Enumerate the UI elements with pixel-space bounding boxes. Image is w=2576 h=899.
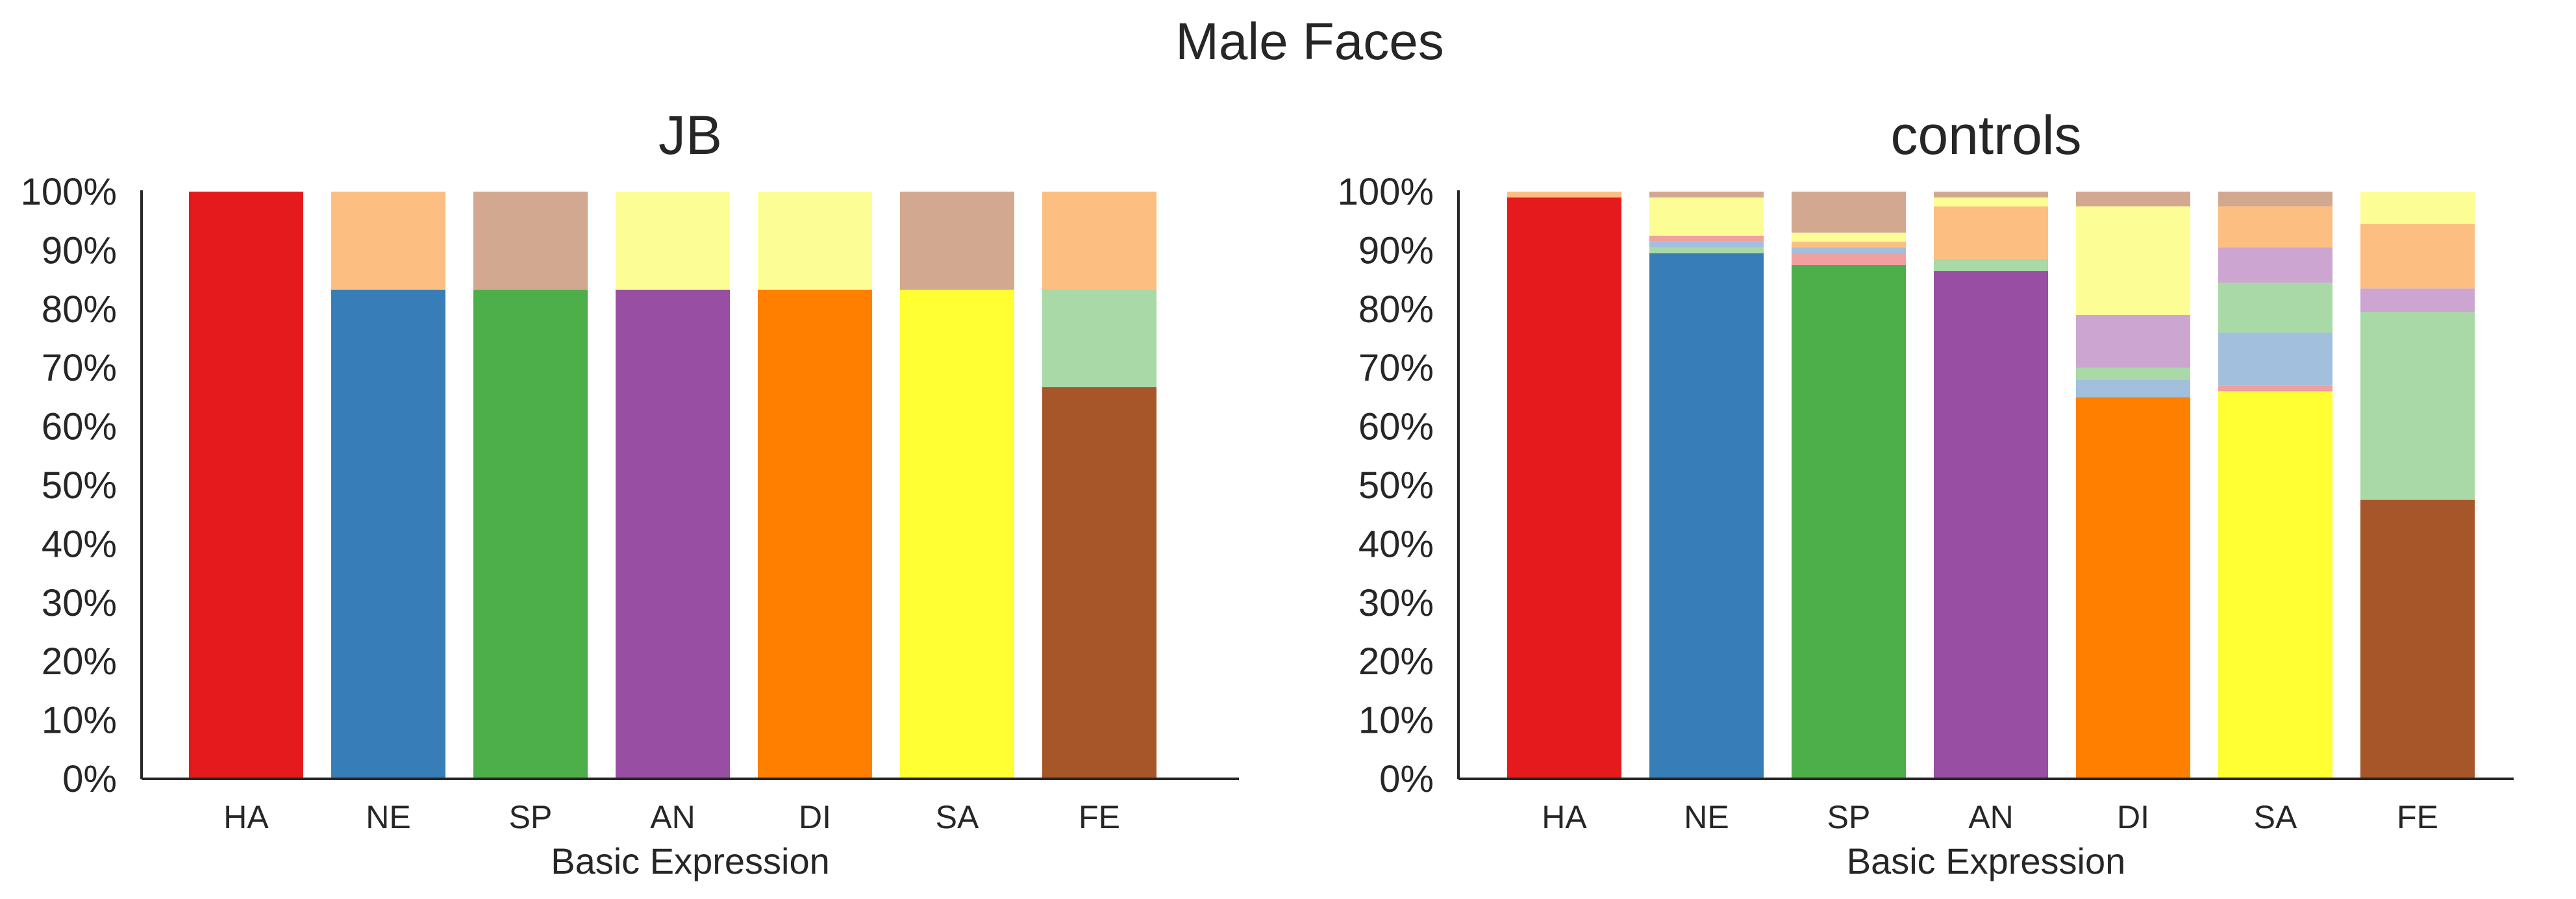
y-tick-label: 50%	[42, 464, 117, 507]
bar-segment-ne-0	[1649, 253, 1764, 779]
y-tick-label: 40%	[42, 523, 117, 565]
y-tick-label: 30%	[42, 582, 117, 624]
bar-segment-ha-0	[1507, 197, 1621, 779]
y-tick-label: 40%	[1358, 523, 1434, 565]
y-tick-label: 10%	[1358, 700, 1434, 742]
bar-segment-sp-0	[1792, 265, 1906, 779]
y-tick-label: 60%	[1358, 406, 1434, 448]
bar-segment-sa-5	[2218, 206, 2332, 247]
bar-segment-fe-2	[2360, 288, 2475, 312]
x-tick-label: FE	[2397, 799, 2438, 835]
y-tick-label: 70%	[1358, 347, 1434, 389]
bar-segment-fe-1	[1042, 289, 1157, 388]
bar-segment-an-4	[1934, 192, 2048, 198]
bar-segment-di-0	[758, 289, 872, 779]
bar-segment-ne-1	[331, 192, 445, 290]
x-tick-label: NE	[1684, 799, 1729, 835]
bar-segment-sa-0	[2218, 391, 2332, 779]
bar-segment-sa-3	[2218, 283, 2332, 333]
y-tick-label: 30%	[1358, 582, 1434, 624]
y-tick-label: 60%	[42, 406, 117, 448]
bar-segment-ha-1	[1507, 192, 1621, 198]
bar-segment-ne-5	[1649, 192, 1764, 198]
y-tick-label: 20%	[42, 640, 117, 683]
y-tick-label: 0%	[62, 758, 117, 800]
x-tick-label: SP	[1827, 799, 1871, 835]
bar-segment-sp-5	[1792, 192, 1906, 233]
bar-segment-sa-1	[900, 192, 1014, 290]
bar-segment-sa-1	[2218, 385, 2332, 392]
bar-segment-ne-1	[1649, 247, 1764, 253]
x-tick-label: AN	[650, 799, 695, 835]
y-tick-label: 10%	[42, 700, 117, 742]
panel-title: JB	[658, 105, 722, 166]
bar-segment-sa-0	[900, 289, 1014, 779]
bar-segment-ne-2	[1649, 241, 1764, 247]
y-tick-label: 90%	[42, 229, 117, 272]
y-tick-label: 90%	[1358, 229, 1434, 272]
bar-segment-di-4	[2076, 206, 2190, 315]
panel-title: controls	[1890, 105, 2081, 166]
x-tick-label: DI	[2117, 799, 2149, 835]
x-tick-label: FE	[1079, 799, 1120, 835]
bar-segment-sp-1	[473, 192, 588, 290]
bar-segment-an-0	[1934, 271, 2048, 779]
figure-title: Male Faces	[1175, 12, 1444, 70]
x-tick-label: SP	[509, 799, 553, 835]
x-tick-label: HA	[1542, 799, 1587, 835]
bar-segment-fe-2	[1042, 192, 1157, 290]
chart-panel-2: controls 0% 10% 20% 30% 40% 50% 60% 70% 80% 90% 100…	[1338, 105, 2514, 881]
bar-segment-an-2	[1934, 206, 2048, 259]
bar-segment-di-0	[2076, 397, 2190, 779]
bar-segment-sp-4	[1792, 233, 1906, 242]
y-tick-label: 80%	[1358, 288, 1434, 331]
bar-segment-sa-2	[2218, 332, 2332, 386]
y-tick-label: 100%	[21, 171, 117, 213]
chart-panel-1: JB 0% 10% 20% 30% 40% 50% 60% 70% 80% 90% 100% HA NE S…	[21, 105, 1239, 881]
bar-segment-ne-3	[1649, 235, 1764, 242]
bar-segment-ne-4	[1649, 197, 1764, 236]
bar-segment-di-3	[2076, 314, 2190, 368]
y-tick-label: 20%	[1358, 640, 1434, 683]
bar-segment-sp-1	[1792, 253, 1906, 265]
bar-segment-fe-4	[2360, 192, 2475, 224]
bar-segment-ne-0	[331, 289, 445, 779]
bar-segment-sp-2	[1792, 247, 1906, 253]
bar-segment-di-5	[2076, 192, 2190, 207]
y-tick-label: 70%	[42, 347, 117, 389]
y-tick-label: 50%	[1358, 464, 1434, 507]
bar-segment-an-3	[1934, 197, 2048, 207]
bar-segment-di-1	[2076, 379, 2190, 398]
bar-segment-fe-3	[2360, 223, 2475, 289]
x-tick-label: SA	[2254, 799, 2297, 835]
bar-segment-sp-3	[1792, 241, 1906, 247]
bar-segment-fe-0	[1042, 387, 1157, 779]
bar-segment-fe-0	[2360, 500, 2475, 779]
bar-segment-fe-1	[2360, 312, 2475, 500]
x-axis-label: Basic Expression	[551, 841, 830, 881]
y-tick-label: 100%	[1338, 171, 1434, 213]
x-axis-label: Basic Expression	[1847, 841, 2126, 881]
y-tick-label: 80%	[42, 288, 117, 331]
x-tick-label: AN	[1968, 799, 2013, 835]
y-tick-label: 0%	[1379, 758, 1434, 800]
bar-segment-sp-0	[473, 289, 588, 779]
x-tick-label: HA	[223, 799, 269, 835]
bar-segment-di-1	[758, 192, 872, 290]
bar-segment-an-1	[1934, 259, 2048, 272]
bar-segment-an-0	[616, 289, 730, 779]
x-tick-label: DI	[799, 799, 831, 835]
x-tick-label: SA	[936, 799, 979, 835]
bar-segment-sa-4	[2218, 247, 2332, 283]
bar-segment-ha-0	[189, 192, 303, 779]
bar-segment-sa-6	[2218, 192, 2332, 207]
bar-segment-an-1	[616, 192, 730, 290]
x-tick-label: NE	[366, 799, 410, 835]
bar-segment-di-2	[2076, 368, 2190, 380]
